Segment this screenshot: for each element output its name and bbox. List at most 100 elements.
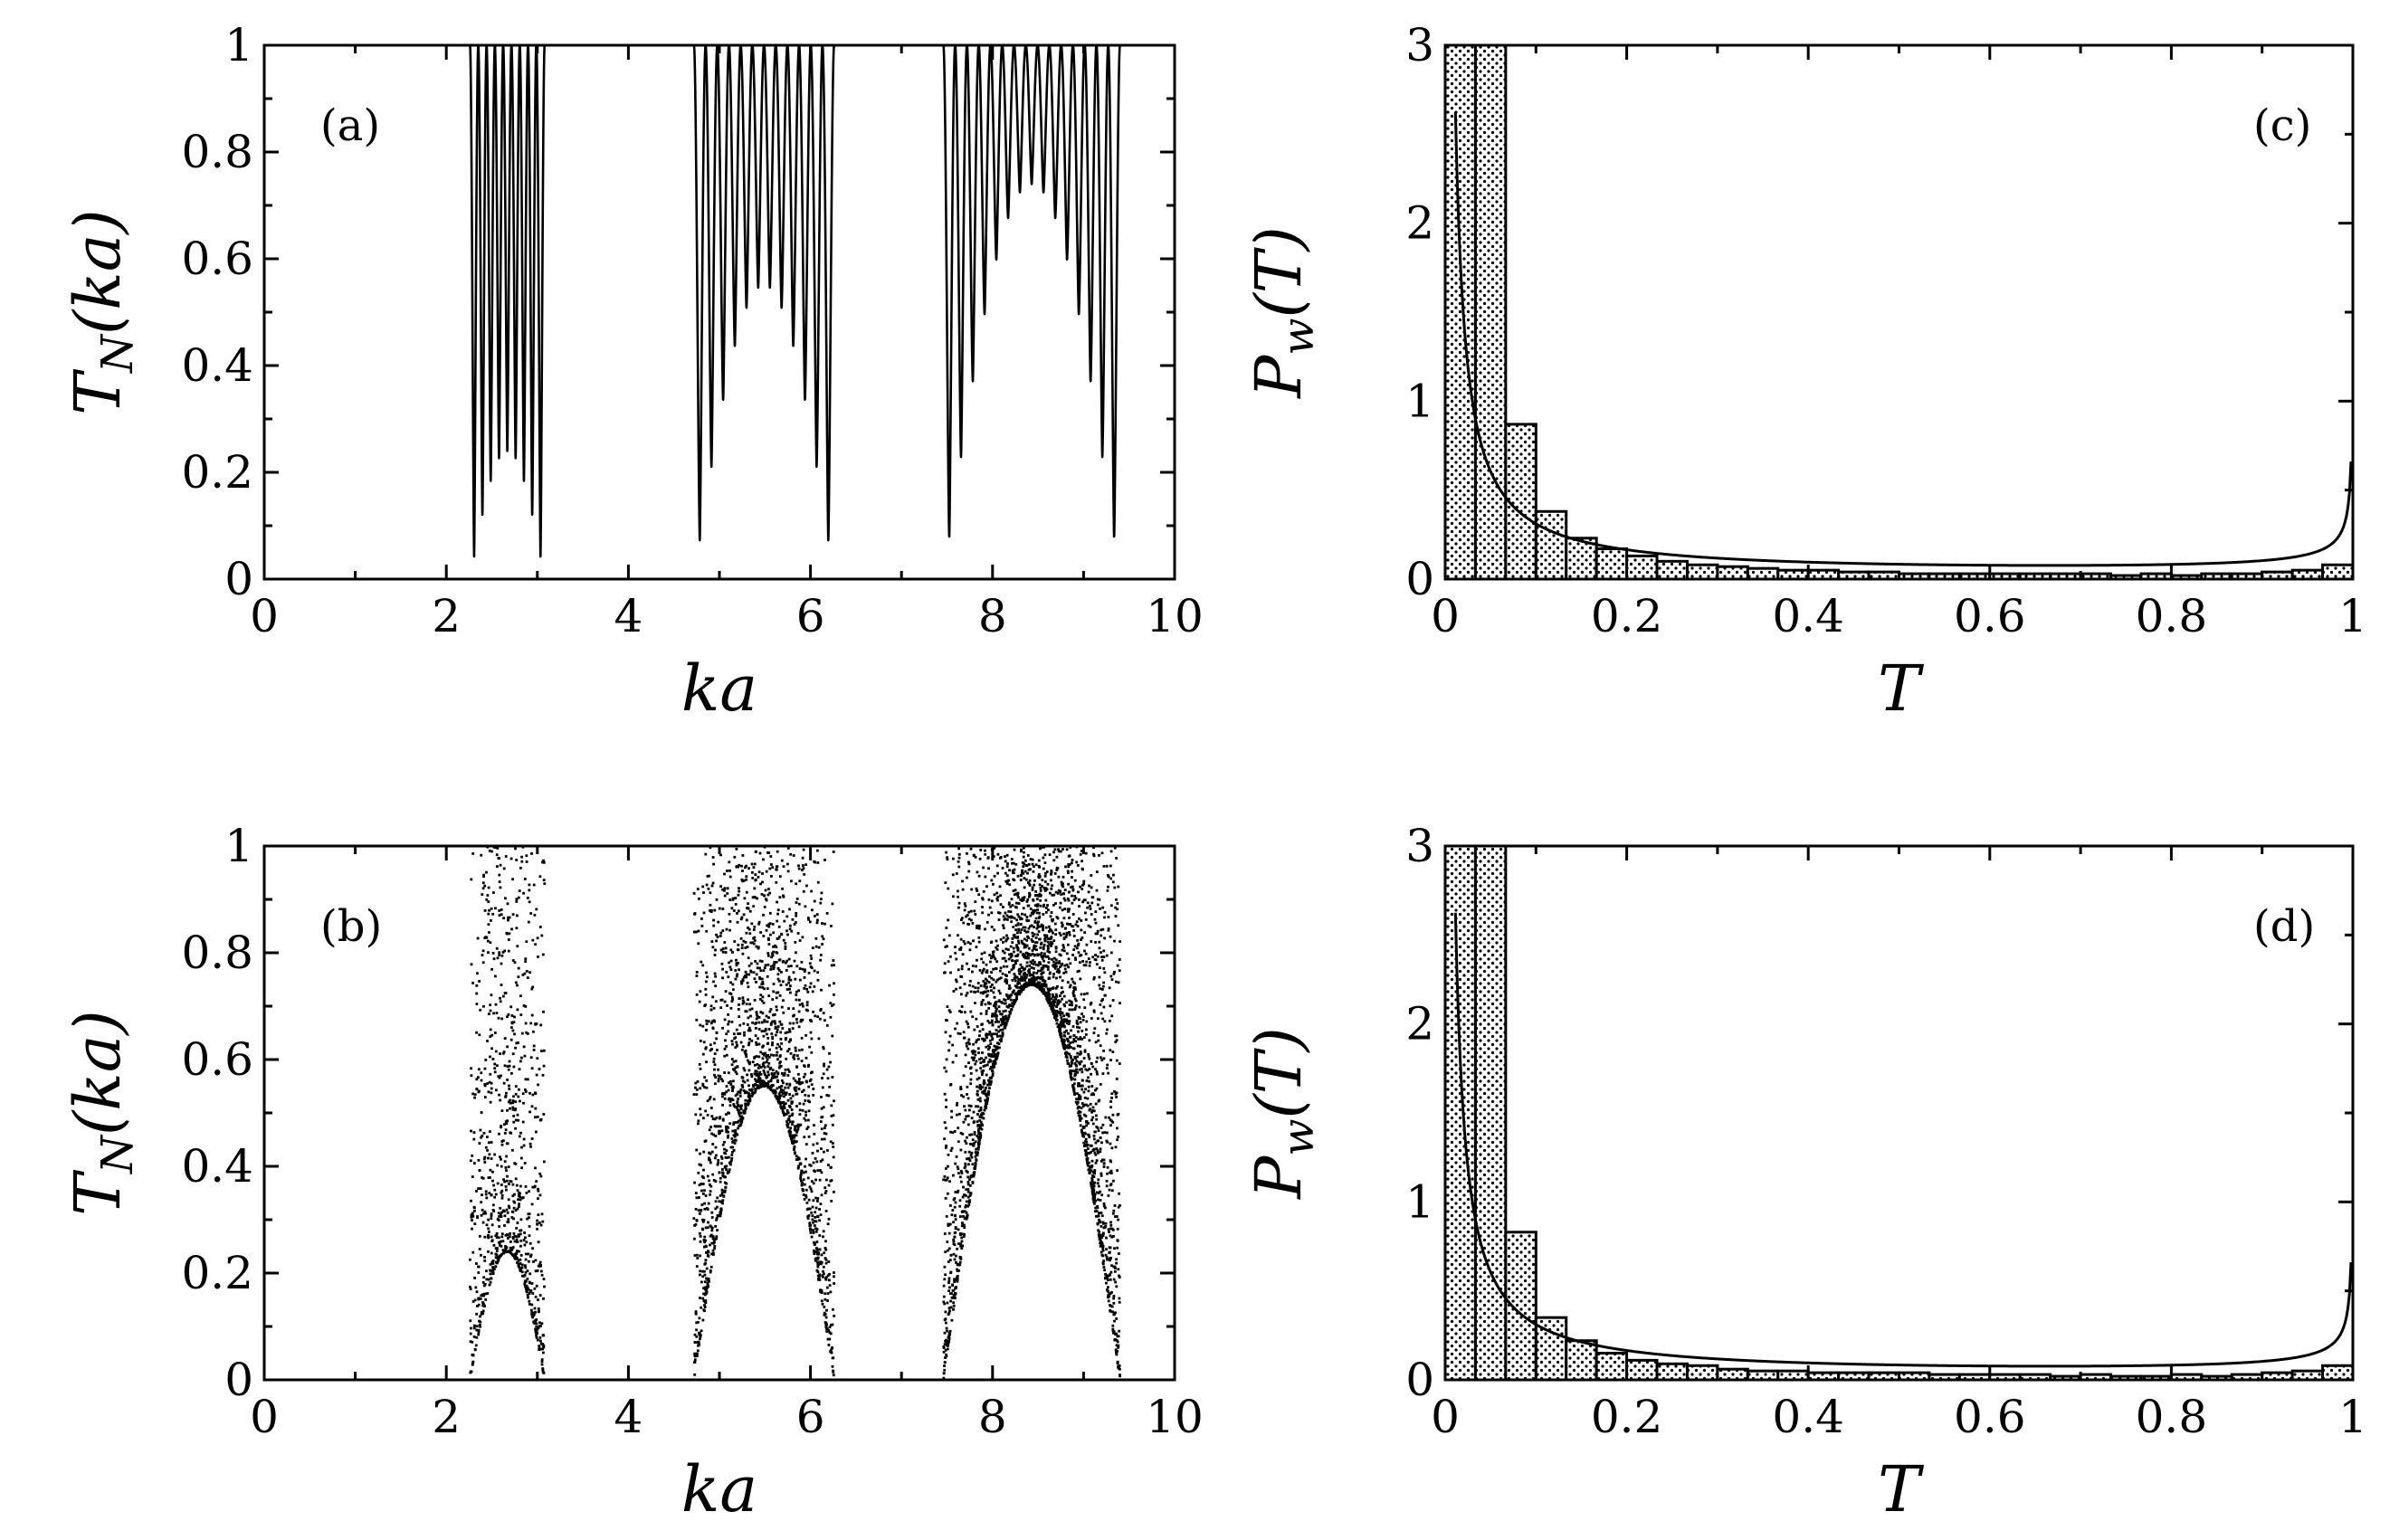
- scatter-point: [1025, 974, 1029, 976]
- scatter-point: [756, 1063, 759, 1066]
- scatter-point: [534, 1327, 537, 1331]
- scatter-point: [1051, 957, 1053, 961]
- scatter-point: [830, 1351, 833, 1355]
- scatter-point: [980, 971, 984, 974]
- scatter-point: [705, 1086, 709, 1089]
- scatter-point: [738, 1112, 741, 1116]
- scatter-point: [952, 1238, 956, 1241]
- scatter-point: [976, 1113, 979, 1116]
- scatter-point: [721, 1117, 725, 1121]
- scatter-point: [500, 1215, 503, 1218]
- scatter-point: [795, 1021, 799, 1024]
- scatter-point: [1025, 938, 1029, 942]
- scatter-point: [747, 902, 749, 906]
- scatter-point: [1050, 945, 1052, 947]
- scatter-point: [1038, 984, 1042, 987]
- scatter-point: [1031, 949, 1034, 952]
- scatter-point: [1109, 1124, 1112, 1127]
- scatter-point: [750, 1039, 754, 1042]
- scatter-point: [734, 897, 738, 899]
- scatter-point: [966, 1136, 968, 1139]
- scatter-point: [537, 1213, 540, 1216]
- scatter-point: [1097, 1192, 1100, 1194]
- scatter-point: [1030, 980, 1033, 984]
- scatter-point: [994, 1021, 997, 1023]
- scatter-point: [999, 1029, 1003, 1031]
- scatter-point: [496, 847, 500, 850]
- scatter-point: [696, 1080, 700, 1083]
- scatter-point: [695, 1219, 699, 1222]
- scatter-point: [515, 1227, 519, 1230]
- scatter-point: [729, 1083, 733, 1086]
- scatter-point: [1042, 856, 1045, 860]
- scatter-point: [828, 984, 831, 987]
- scatter-point: [1001, 1031, 1004, 1034]
- scatter-point: [757, 1074, 760, 1078]
- scatter-point: [1069, 1069, 1072, 1072]
- scatter-point: [957, 1167, 960, 1171]
- scatter-point: [719, 1155, 723, 1158]
- scatter-point: [499, 863, 502, 867]
- scatter-point: [826, 1299, 829, 1302]
- scatter-point: [711, 881, 715, 885]
- scatter-point: [481, 893, 484, 896]
- scatter-point: [805, 884, 808, 888]
- scatter-point: [1108, 986, 1111, 990]
- scatter-point: [959, 948, 963, 951]
- scatter-point: [794, 1125, 796, 1128]
- scatter-point: [482, 1004, 485, 1008]
- scatter-point: [486, 939, 490, 943]
- scatter-point: [493, 846, 497, 849]
- scatter-point: [697, 1122, 700, 1126]
- scatter-point: [756, 966, 759, 970]
- scatter-point: [1014, 924, 1018, 927]
- scatter-point: [1102, 1231, 1105, 1235]
- scatter-point: [534, 1092, 538, 1095]
- scatter-point: [799, 1174, 803, 1178]
- scatter-point: [701, 1227, 704, 1231]
- scatter-point: [802, 864, 804, 867]
- scatter-point: [705, 1245, 708, 1248]
- scatter-point: [530, 1282, 534, 1285]
- scatter-point: [730, 907, 734, 910]
- scatter-point: [949, 1149, 953, 1153]
- scatter-point: [484, 1059, 488, 1061]
- scatter-point: [714, 1076, 718, 1079]
- scatter-point: [714, 1180, 718, 1183]
- scatter-point: [959, 1180, 963, 1184]
- y-tick-label: 0.2: [181, 1247, 253, 1299]
- scatter-point: [979, 849, 983, 851]
- scatter-point: [745, 1055, 748, 1059]
- scatter-point: [804, 1193, 807, 1197]
- scatter-point: [781, 980, 785, 984]
- scatter-point: [948, 1259, 952, 1261]
- scatter-point: [475, 1003, 479, 1005]
- scatter-point: [528, 1290, 532, 1294]
- scatter-point: [793, 1146, 796, 1149]
- scatter-point: [795, 898, 799, 900]
- scatter-point: [704, 1288, 708, 1292]
- scatter-point: [488, 1012, 490, 1015]
- scatter-point: [961, 1224, 964, 1228]
- scatter-point: [1071, 885, 1074, 889]
- scatter-point: [516, 914, 519, 917]
- scatter-point: [968, 1178, 971, 1182]
- scatter-point: [535, 1180, 538, 1183]
- scatter-point: [1087, 1161, 1090, 1165]
- scatter-point: [975, 1017, 978, 1021]
- scatter-point: [1109, 1171, 1111, 1174]
- scatter-point: [1081, 1132, 1085, 1136]
- scatter-point: [527, 1288, 530, 1291]
- scatter-point: [776, 1042, 779, 1046]
- scatter-point: [969, 1082, 973, 1086]
- scatter-point: [728, 875, 732, 879]
- scatter-point: [536, 1116, 539, 1118]
- scatter-point: [1005, 934, 1008, 937]
- scatter-point: [695, 1253, 699, 1257]
- scatter-point: [536, 1269, 539, 1272]
- y-tick-label: 1: [224, 19, 253, 71]
- scatter-point: [696, 1257, 700, 1260]
- scatter-point: [529, 912, 533, 915]
- scatter-point: [1049, 987, 1052, 991]
- scatter-point: [766, 1070, 770, 1074]
